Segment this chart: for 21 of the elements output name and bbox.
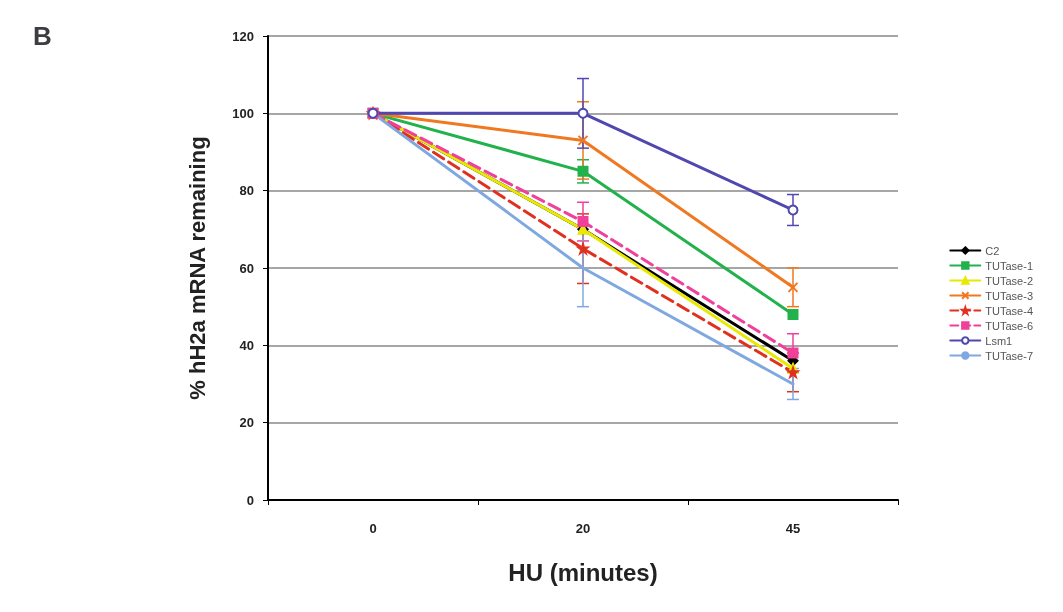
y-tick-label: 100 xyxy=(232,105,254,121)
legend-label: TUTase-6 xyxy=(985,319,1034,332)
legend-label: TUTase-7 xyxy=(985,349,1034,362)
legend-label: C2 xyxy=(985,244,1000,257)
y-tick-label: 60 xyxy=(239,260,254,276)
legend-label: TUTase-4 xyxy=(985,304,1034,317)
y-tick-label: 0 xyxy=(246,492,254,508)
legend-label: TUTase-1 xyxy=(985,259,1034,272)
y-axis-title: % hH2a mRNA remaining xyxy=(184,136,210,400)
legend-label: TUTase-3 xyxy=(985,289,1034,302)
y-tick-label: 20 xyxy=(239,415,254,431)
text: B xyxy=(33,21,52,51)
legend-label: TUTase-2 xyxy=(985,274,1034,287)
y-tick-label: 40 xyxy=(239,337,254,353)
x-tick-label: 20 xyxy=(575,521,591,536)
legend-label: Lsm1 xyxy=(985,334,1013,347)
y-tick-label: 120 xyxy=(232,28,254,44)
y-tick-label: 80 xyxy=(239,183,254,199)
x-tick-label: 0 xyxy=(369,521,377,536)
x-axis-title: HU (minutes) xyxy=(508,558,658,586)
x-tick-label: 45 xyxy=(785,521,801,536)
